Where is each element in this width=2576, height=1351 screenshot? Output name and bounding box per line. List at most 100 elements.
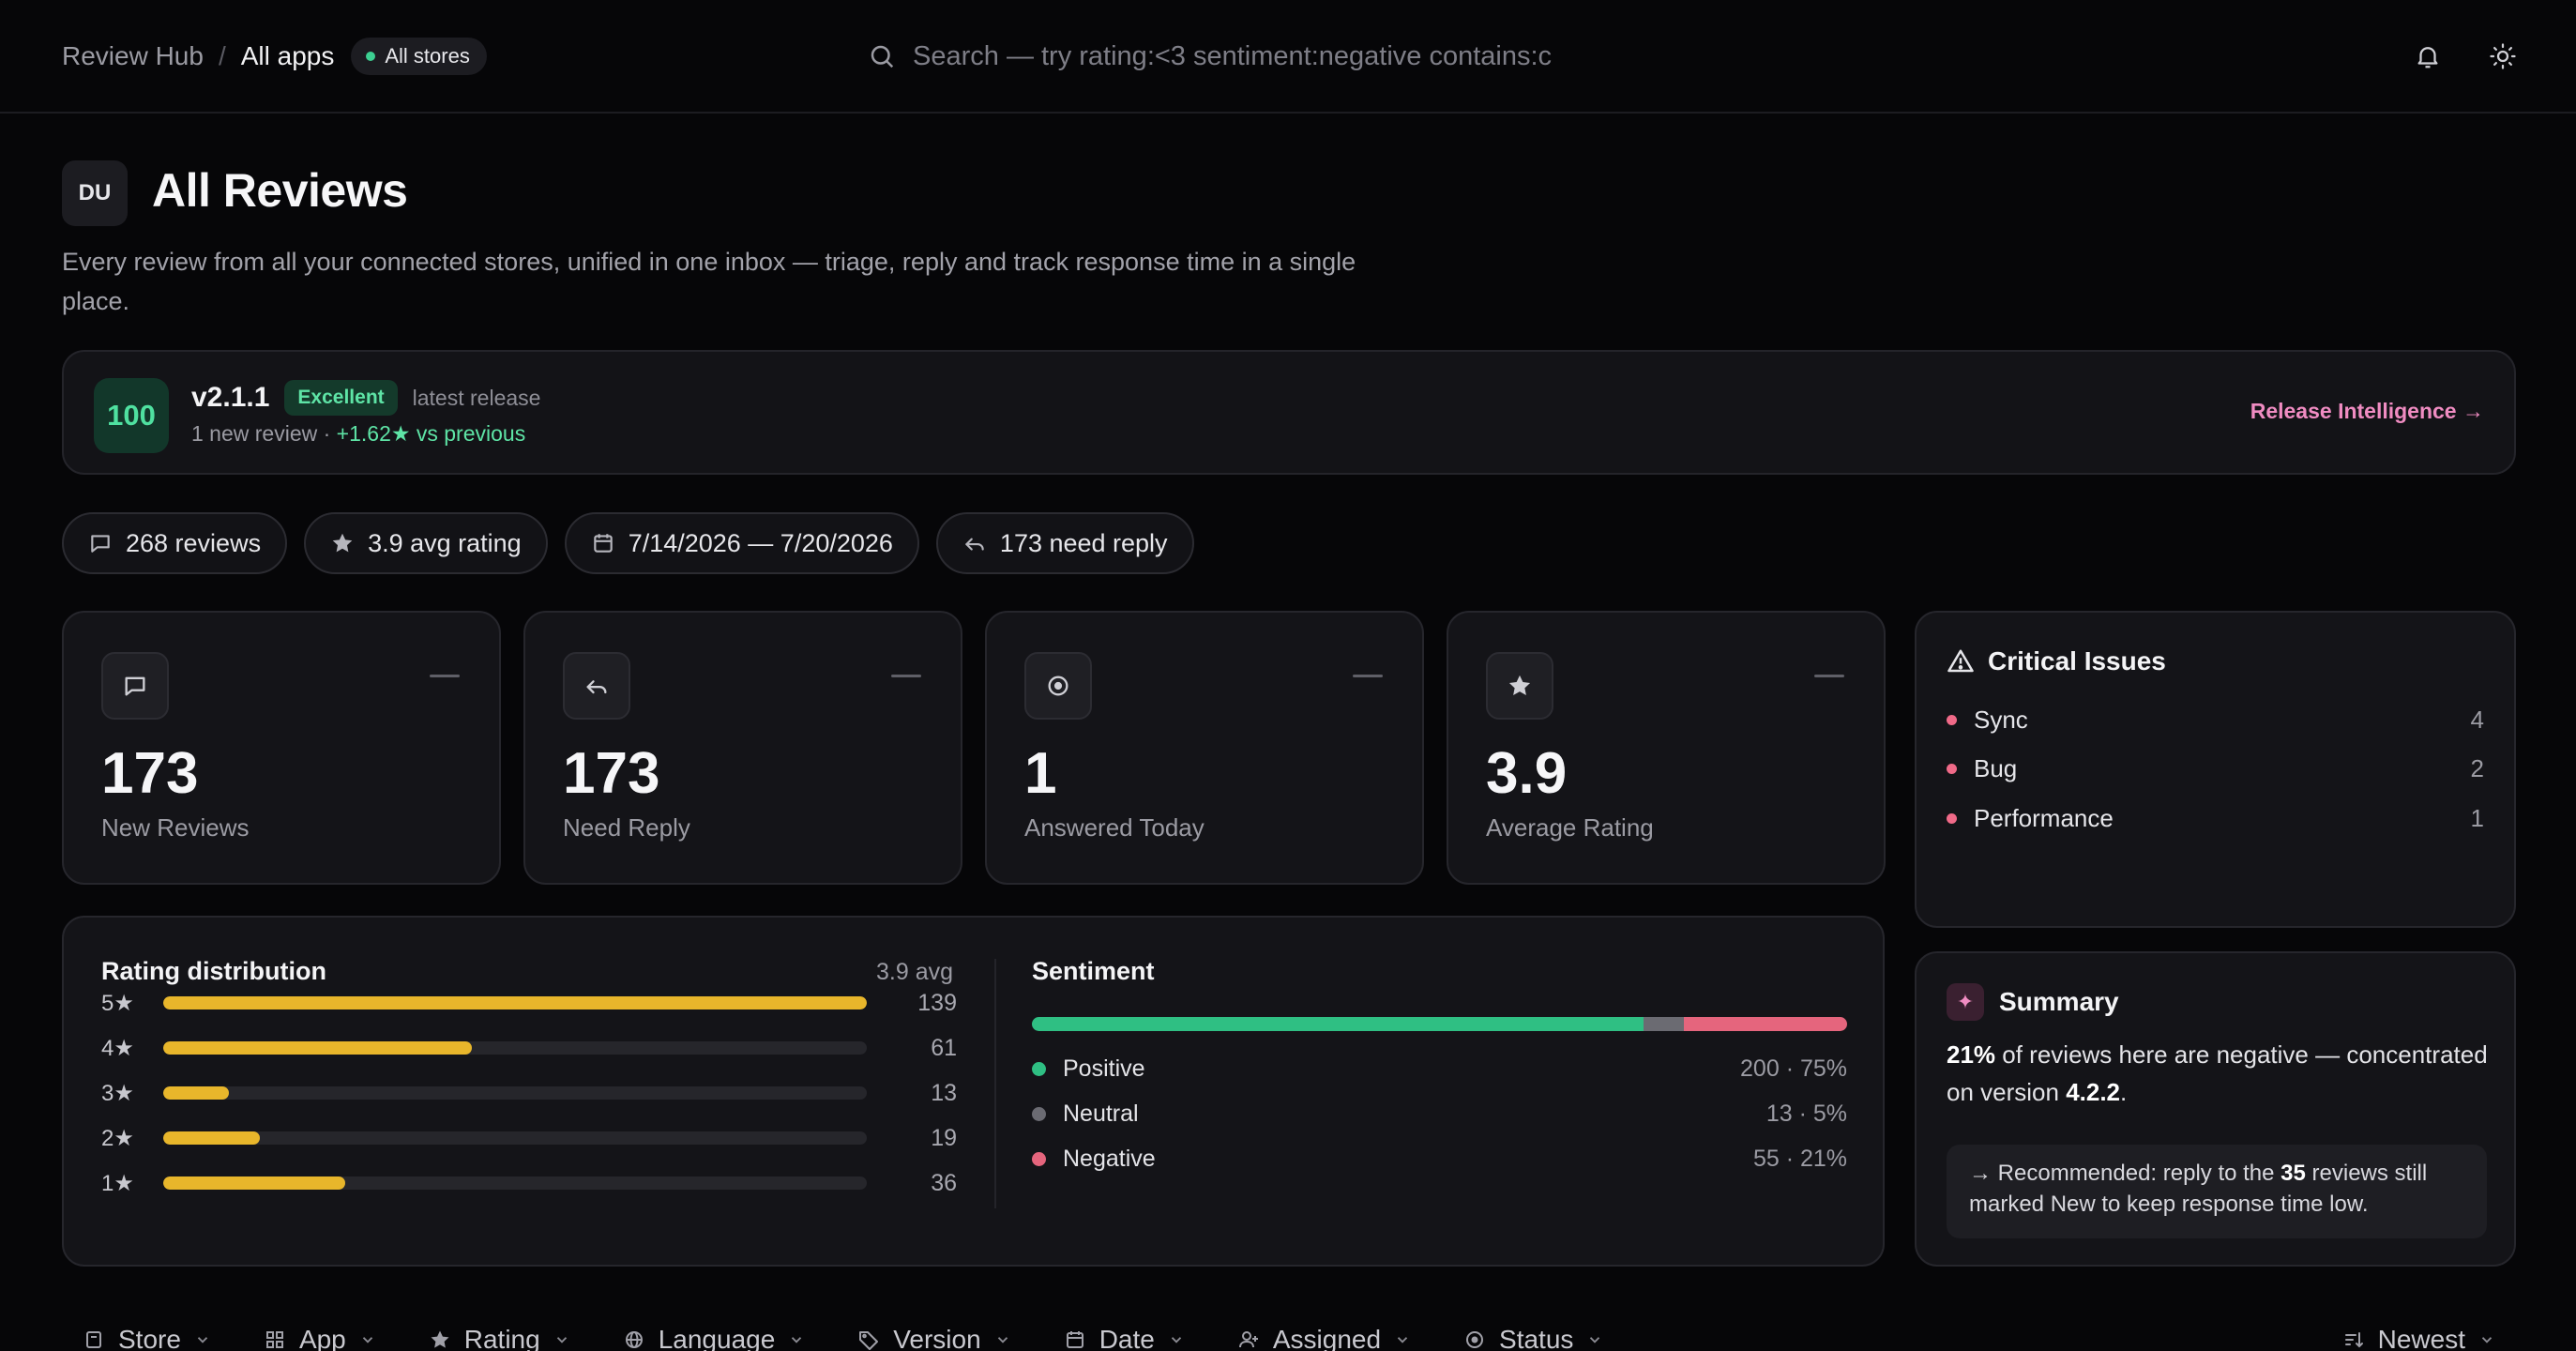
store-filter-pill[interactable]: All stores: [351, 38, 487, 75]
filter-assigned[interactable]: Assigned: [1237, 1325, 1411, 1351]
sentiment-dot: [1032, 1106, 1046, 1121]
rating-row-4[interactable]: 4★ 61: [101, 1034, 957, 1062]
breadcrumb-current[interactable]: All apps: [240, 41, 335, 70]
sentiment-label: Positive: [1063, 1055, 1145, 1082]
rating-label: 1★: [101, 1170, 134, 1196]
summary-text-a: of reviews here are negative — concentra…: [1947, 1040, 2488, 1106]
issue-count: 2: [2470, 753, 2484, 782]
filter-label: Date: [1099, 1325, 1155, 1351]
sentiment-dot: [1032, 1151, 1046, 1166]
issue-item[interactable]: Sync 4: [1947, 701, 2484, 738]
sun-icon: [2490, 43, 2516, 69]
user-icon: [1238, 1331, 1258, 1348]
warning-icon: [1947, 649, 1974, 673]
trend-dash-icon: [891, 675, 921, 677]
chevron-down-icon: [1171, 1337, 1182, 1343]
sentiment-row-positive[interactable]: Positive 200 · 75%: [1032, 1053, 1847, 1085]
chevron-down-icon: [556, 1337, 567, 1343]
sentiment-row-neutral[interactable]: Neutral 13 · 5%: [1032, 1098, 1847, 1130]
rating-count: 36: [931, 1169, 957, 1196]
filter-label: Language: [658, 1325, 776, 1351]
issue-dot: [1947, 763, 1957, 774]
filter-rating[interactable]: Rating: [429, 1325, 570, 1351]
calendar-icon: [1066, 1331, 1083, 1348]
sort-icon: [2344, 1332, 2363, 1348]
rating-bar-track: [163, 1041, 867, 1055]
theme-toggle-button[interactable]: [2484, 38, 2522, 75]
sparkle-icon: ✦: [1947, 983, 1984, 1021]
summary-negative-pct: 21%: [1947, 1040, 1996, 1069]
grid-icon: [265, 1331, 283, 1348]
calendar-icon: [593, 534, 613, 553]
summary-chips: 268 reviews 3.9 avg rating 7/14/2026 — 7…: [62, 512, 1194, 574]
rating-bar-track: [163, 1086, 867, 1100]
release-intelligence-link[interactable]: Release Intelligence →: [2250, 399, 2484, 423]
rating-bar-track: [163, 1176, 867, 1190]
trend-dash-icon: [1353, 675, 1383, 677]
release-banner: 100 v2.1.1 Excellent latest release 1 ne…: [62, 350, 2516, 475]
summary-recommendation[interactable]: → Recommended: reply to the 35 reviews s…: [1947, 1145, 2487, 1238]
issue-item[interactable]: Bug 2: [1947, 750, 2484, 787]
filter-date[interactable]: Date: [1064, 1325, 1185, 1351]
sentiment-label: Negative: [1063, 1145, 1156, 1172]
stat-value: 3.9: [1486, 741, 1568, 806]
release-note: latest release: [412, 385, 541, 410]
issue-item[interactable]: Performance 1: [1947, 799, 2484, 837]
rating-row-5[interactable]: 5★ 139: [101, 989, 957, 1017]
summary-card: ✦ Summary 21% of reviews here are negati…: [1915, 951, 2516, 1267]
notifications-button[interactable]: [2409, 38, 2447, 75]
date-range-chip[interactable]: 7/14/2026 — 7/20/2026: [564, 512, 919, 574]
need-reply-chip[interactable]: 173 need reply: [935, 512, 1194, 574]
stat-label: Answered Today: [1024, 813, 1205, 842]
stat-card-average-rating[interactable]: 3.9 Average Rating: [1447, 611, 1886, 885]
filter-app[interactable]: App: [264, 1325, 376, 1351]
stat-icon-box: [101, 652, 169, 720]
reviews-count-chip[interactable]: 268 reviews: [62, 512, 288, 574]
rating-bar-fill: [163, 1176, 346, 1190]
rating-row-1[interactable]: 1★ 36: [101, 1169, 957, 1197]
release-subline: 1 new review · +1.62★ vs previous: [191, 421, 525, 447]
summary-text-b: .: [2120, 1078, 2128, 1106]
avatar[interactable]: DU: [62, 160, 128, 226]
issue-dot: [1947, 714, 1957, 725]
sentiment-segment-negative: [1684, 1017, 1847, 1031]
rating-row-2[interactable]: 2★ 19: [101, 1124, 957, 1152]
rating-count: 13: [931, 1079, 957, 1106]
stat-value: 173: [563, 741, 660, 806]
filter-label: App: [298, 1325, 346, 1351]
sentiment-title: Sentiment: [1032, 957, 1155, 985]
reply-icon: [586, 680, 607, 694]
sentiment-row-negative[interactable]: Negative 55 · 21%: [1032, 1143, 1847, 1175]
stat-card-need-reply[interactable]: 173 Need Reply: [523, 611, 962, 885]
issue-label: Performance: [1974, 803, 2114, 832]
rating-distribution-title: Rating distribution: [101, 957, 326, 985]
sort-dropdown[interactable]: Newest: [2342, 1325, 2495, 1351]
critical-issues-card: Critical Issues Sync 4 Bug 2 Performance…: [1915, 611, 2516, 928]
summary-text: 21% of reviews here are negative — conce…: [1947, 1036, 2491, 1111]
filter-language[interactable]: Language: [623, 1325, 806, 1351]
sentiment-value: 13 · 5%: [1765, 1100, 1847, 1127]
filter-label: Version: [893, 1325, 981, 1351]
stat-icon-box: [563, 652, 630, 720]
rating-row-3[interactable]: 3★ 13: [101, 1079, 957, 1107]
filter-store[interactable]: Store: [83, 1325, 211, 1351]
stat-card-answered-today[interactable]: 1 Answered Today: [985, 611, 1424, 885]
stat-icon-box: [1486, 652, 1553, 720]
stat-card-new-reviews[interactable]: 173 New Reviews: [62, 611, 501, 885]
rating-label: 3★: [101, 1080, 134, 1106]
chevron-down-icon: [997, 1337, 1008, 1343]
search-input[interactable]: Search — try rating:<3 sentiment:negativ…: [868, 36, 1581, 77]
filter-version[interactable]: Version: [857, 1325, 1010, 1351]
chip-label: 7/14/2026 — 7/20/2026: [628, 528, 893, 557]
page-description: Every review from all your connected sto…: [62, 248, 1356, 315]
filter-label: Assigned: [1272, 1325, 1382, 1351]
filter-bar: Store App Rating Language Version Date A…: [83, 1325, 1603, 1351]
filter-status[interactable]: Status: [1463, 1325, 1603, 1351]
chip-label: 173 need reply: [999, 528, 1168, 557]
store-pill-label: All stores: [385, 44, 470, 68]
filter-label: Status: [1499, 1325, 1574, 1351]
breadcrumb-root[interactable]: Review Hub: [62, 41, 204, 70]
rating-sentiment-card: Rating distribution 3.9 avg 5★ 139 4★ 61…: [62, 916, 1885, 1267]
top-bar: Review Hub / All apps All stores Search …: [0, 0, 2576, 114]
avg-rating-chip[interactable]: 3.9 avg rating: [304, 512, 548, 574]
